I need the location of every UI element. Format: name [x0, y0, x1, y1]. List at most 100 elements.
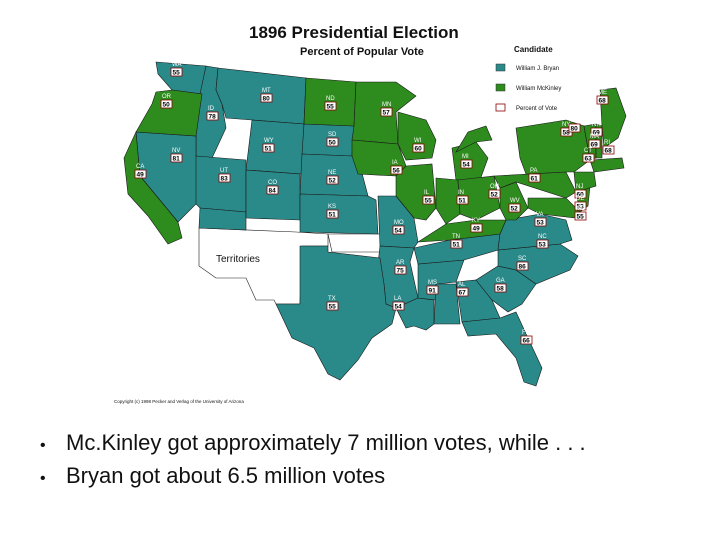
state-labels: WA 55 OR 50 ID 78 MT 80 ND 55 MN 57 SD 50 WY 51 NV 81 CA 49…: [134, 62, 615, 345]
percent-box-nj: [574, 189, 587, 199]
state-abbr-sd: SD: [328, 132, 337, 138]
legend: Candidate William J. Bryan William McKin…: [495, 45, 561, 112]
percent-label-la: 54: [395, 304, 403, 311]
percent-label-oh: 52: [491, 192, 499, 199]
percent-box-id: [206, 111, 219, 121]
state-abbr-wa: WA: [172, 62, 181, 68]
state-abbr-ar: AR: [396, 260, 405, 266]
percent-box-va: [534, 217, 547, 227]
percent-label-md: 55: [577, 214, 585, 221]
percent-label-tx: 55: [329, 304, 337, 311]
percent-box-wv: [508, 203, 521, 213]
state-abbr-nv: NV: [172, 148, 180, 154]
state-abbr-ri: RI: [604, 140, 610, 146]
percent-label-il: 55: [425, 198, 433, 205]
state-abbr-ky: KY: [472, 218, 480, 224]
state-abbr-ms: MS: [428, 280, 437, 286]
bullet-icon: •: [40, 437, 46, 454]
percent-label-co: 84: [269, 188, 277, 195]
percent-box-md: [574, 211, 587, 221]
state-abbr-nh: NH: [592, 122, 601, 128]
state-abbr-wi: WI: [414, 138, 422, 144]
percent-box-ar: [394, 265, 407, 275]
percent-box-mo: [392, 225, 405, 235]
percent-label-mi: 54: [463, 162, 471, 169]
state-abbr-nj: NJ: [576, 184, 583, 190]
percent-label-mn: 57: [383, 110, 391, 117]
percent-label-ct: 63: [585, 156, 593, 163]
percent-box-mn: [380, 107, 393, 117]
legend-swatch-bryan: [495, 63, 506, 72]
state-abbr-in: IN: [458, 190, 464, 196]
percent-label-nh: 69: [593, 130, 601, 137]
percent-label-ny: 58: [563, 130, 571, 137]
state-abbr-la: LA: [394, 296, 401, 302]
percent-box-wy: [262, 143, 275, 153]
percent-box-mi: [460, 159, 473, 169]
state-abbr-ny: NY: [562, 122, 570, 128]
percent-label-nc: 53: [539, 242, 547, 249]
percent-label-fl: 66: [523, 338, 531, 345]
state-abbr-sc: SC: [518, 256, 527, 262]
legend-label-percent: Percent of Vote: [516, 106, 558, 112]
percent-box-ks: [326, 209, 339, 219]
percent-box-sd: [326, 137, 339, 147]
percent-label-ia: 56: [393, 168, 401, 175]
state-abbr-me: ME: [598, 90, 607, 96]
percent-label-ga: 58: [497, 286, 505, 293]
percent-box-tx: [326, 301, 339, 311]
percent-box-la: [392, 301, 405, 311]
territories-region: [198, 227, 389, 305]
percent-label-nd: 55: [327, 104, 335, 111]
percent-box-ma: [588, 139, 601, 149]
state-abbr-nd: ND: [326, 96, 335, 102]
percent-label-mo: 54: [395, 228, 403, 235]
percent-label-in: 51: [459, 198, 467, 205]
percent-box-vt: [568, 123, 581, 133]
percent-box-me: [596, 95, 609, 105]
percent-label-tn: 51: [453, 242, 461, 249]
percent-box-nh: [590, 127, 603, 137]
percent-label-ma: 69: [591, 142, 599, 149]
percent-box-in: [456, 195, 469, 205]
state-abbr-nc: NC: [538, 234, 547, 240]
percent-box-wa: [170, 67, 183, 77]
percent-label-sd: 50: [329, 140, 337, 147]
map-subtitle: Percent of Popular Vote: [300, 46, 424, 58]
percent-label-wa: 55: [173, 70, 181, 77]
percent-label-pa: 61: [531, 176, 539, 183]
legend-label-mckinley: William McKinley: [516, 86, 561, 92]
state-abbr-fl: FL: [522, 330, 530, 336]
state-abbr-mo: MO: [394, 220, 404, 226]
percent-label-ne: 52: [329, 178, 337, 185]
state-abbr-vt: VT: [570, 118, 578, 124]
state-abbr-oh: OH: [490, 184, 499, 190]
legend-label-bryan: William J. Bryan: [516, 66, 559, 72]
state-abbr-wv: WV: [510, 198, 520, 204]
percent-box-ky: [470, 223, 483, 233]
percent-box-nc: [536, 239, 549, 249]
percent-label-ri: 68: [605, 148, 613, 155]
percent-box-co: [266, 185, 279, 195]
percent-label-wv: 52: [511, 206, 519, 213]
percent-box-mt: [260, 93, 273, 103]
percent-box-ut: [218, 173, 231, 183]
percent-box-oh: [488, 189, 501, 199]
bullet-text: Mc.Kinley got approximately 7 million vo…: [66, 430, 586, 455]
percent-label-nj: 60: [577, 192, 585, 199]
state-abbr-ks: KS: [328, 204, 336, 210]
territories-label: Territories: [216, 254, 260, 265]
state-abbr-ne: NE: [328, 170, 336, 176]
percent-box-fl: [520, 335, 533, 345]
percent-label-wy: 51: [265, 146, 273, 153]
percent-box-ia: [390, 165, 403, 175]
percent-label-sc: 86: [519, 264, 527, 271]
bullet-list: • Mc.Kinley got approximately 7 million …: [40, 430, 700, 496]
percent-label-wi: 60: [415, 146, 423, 153]
percent-label-ms: 91: [429, 288, 437, 295]
state-abbr-md: MD: [576, 206, 586, 212]
percent-box-sc: [516, 261, 529, 271]
state-abbr-ct: CT: [584, 148, 592, 154]
percent-label-ca: 49: [137, 172, 145, 179]
percent-label-ky: 49: [473, 226, 481, 233]
